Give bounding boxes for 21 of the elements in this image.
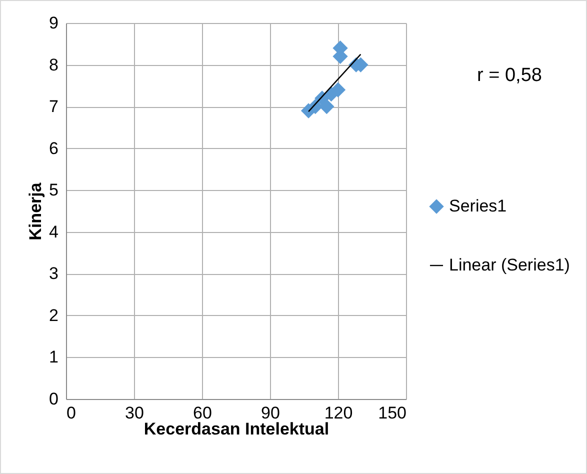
legend-label: Series1	[449, 196, 507, 216]
x-tick-label: 0	[66, 404, 76, 422]
y-tick-label: 8	[49, 55, 58, 74]
x-tick-label: 30	[125, 404, 144, 422]
y-tick-label: 9	[49, 14, 58, 32]
x-tick-label: 150	[378, 404, 406, 422]
y-tick-label: 1	[49, 348, 58, 367]
y-tick-label: 6	[49, 138, 58, 158]
y-tick-label: 4	[49, 222, 58, 242]
text: r = 0,58	[477, 64, 543, 88]
x-axis-title: Kecerdasan Intelektual	[144, 420, 330, 438]
y-tick-label: 0	[49, 390, 58, 408]
x-tick-label: 90	[261, 404, 280, 422]
y-axis-title: Kinerja	[26, 182, 46, 240]
y-tick-label: 7	[49, 97, 58, 116]
x-tick-label: 60	[193, 404, 212, 422]
y-tick-label: 2	[49, 306, 58, 325]
legend-label: Linear (Series1)	[449, 256, 570, 274]
y-tick-label: 5	[49, 180, 58, 200]
y-tick-label: 3	[49, 264, 58, 284]
x-tick-label: 120	[324, 404, 353, 422]
